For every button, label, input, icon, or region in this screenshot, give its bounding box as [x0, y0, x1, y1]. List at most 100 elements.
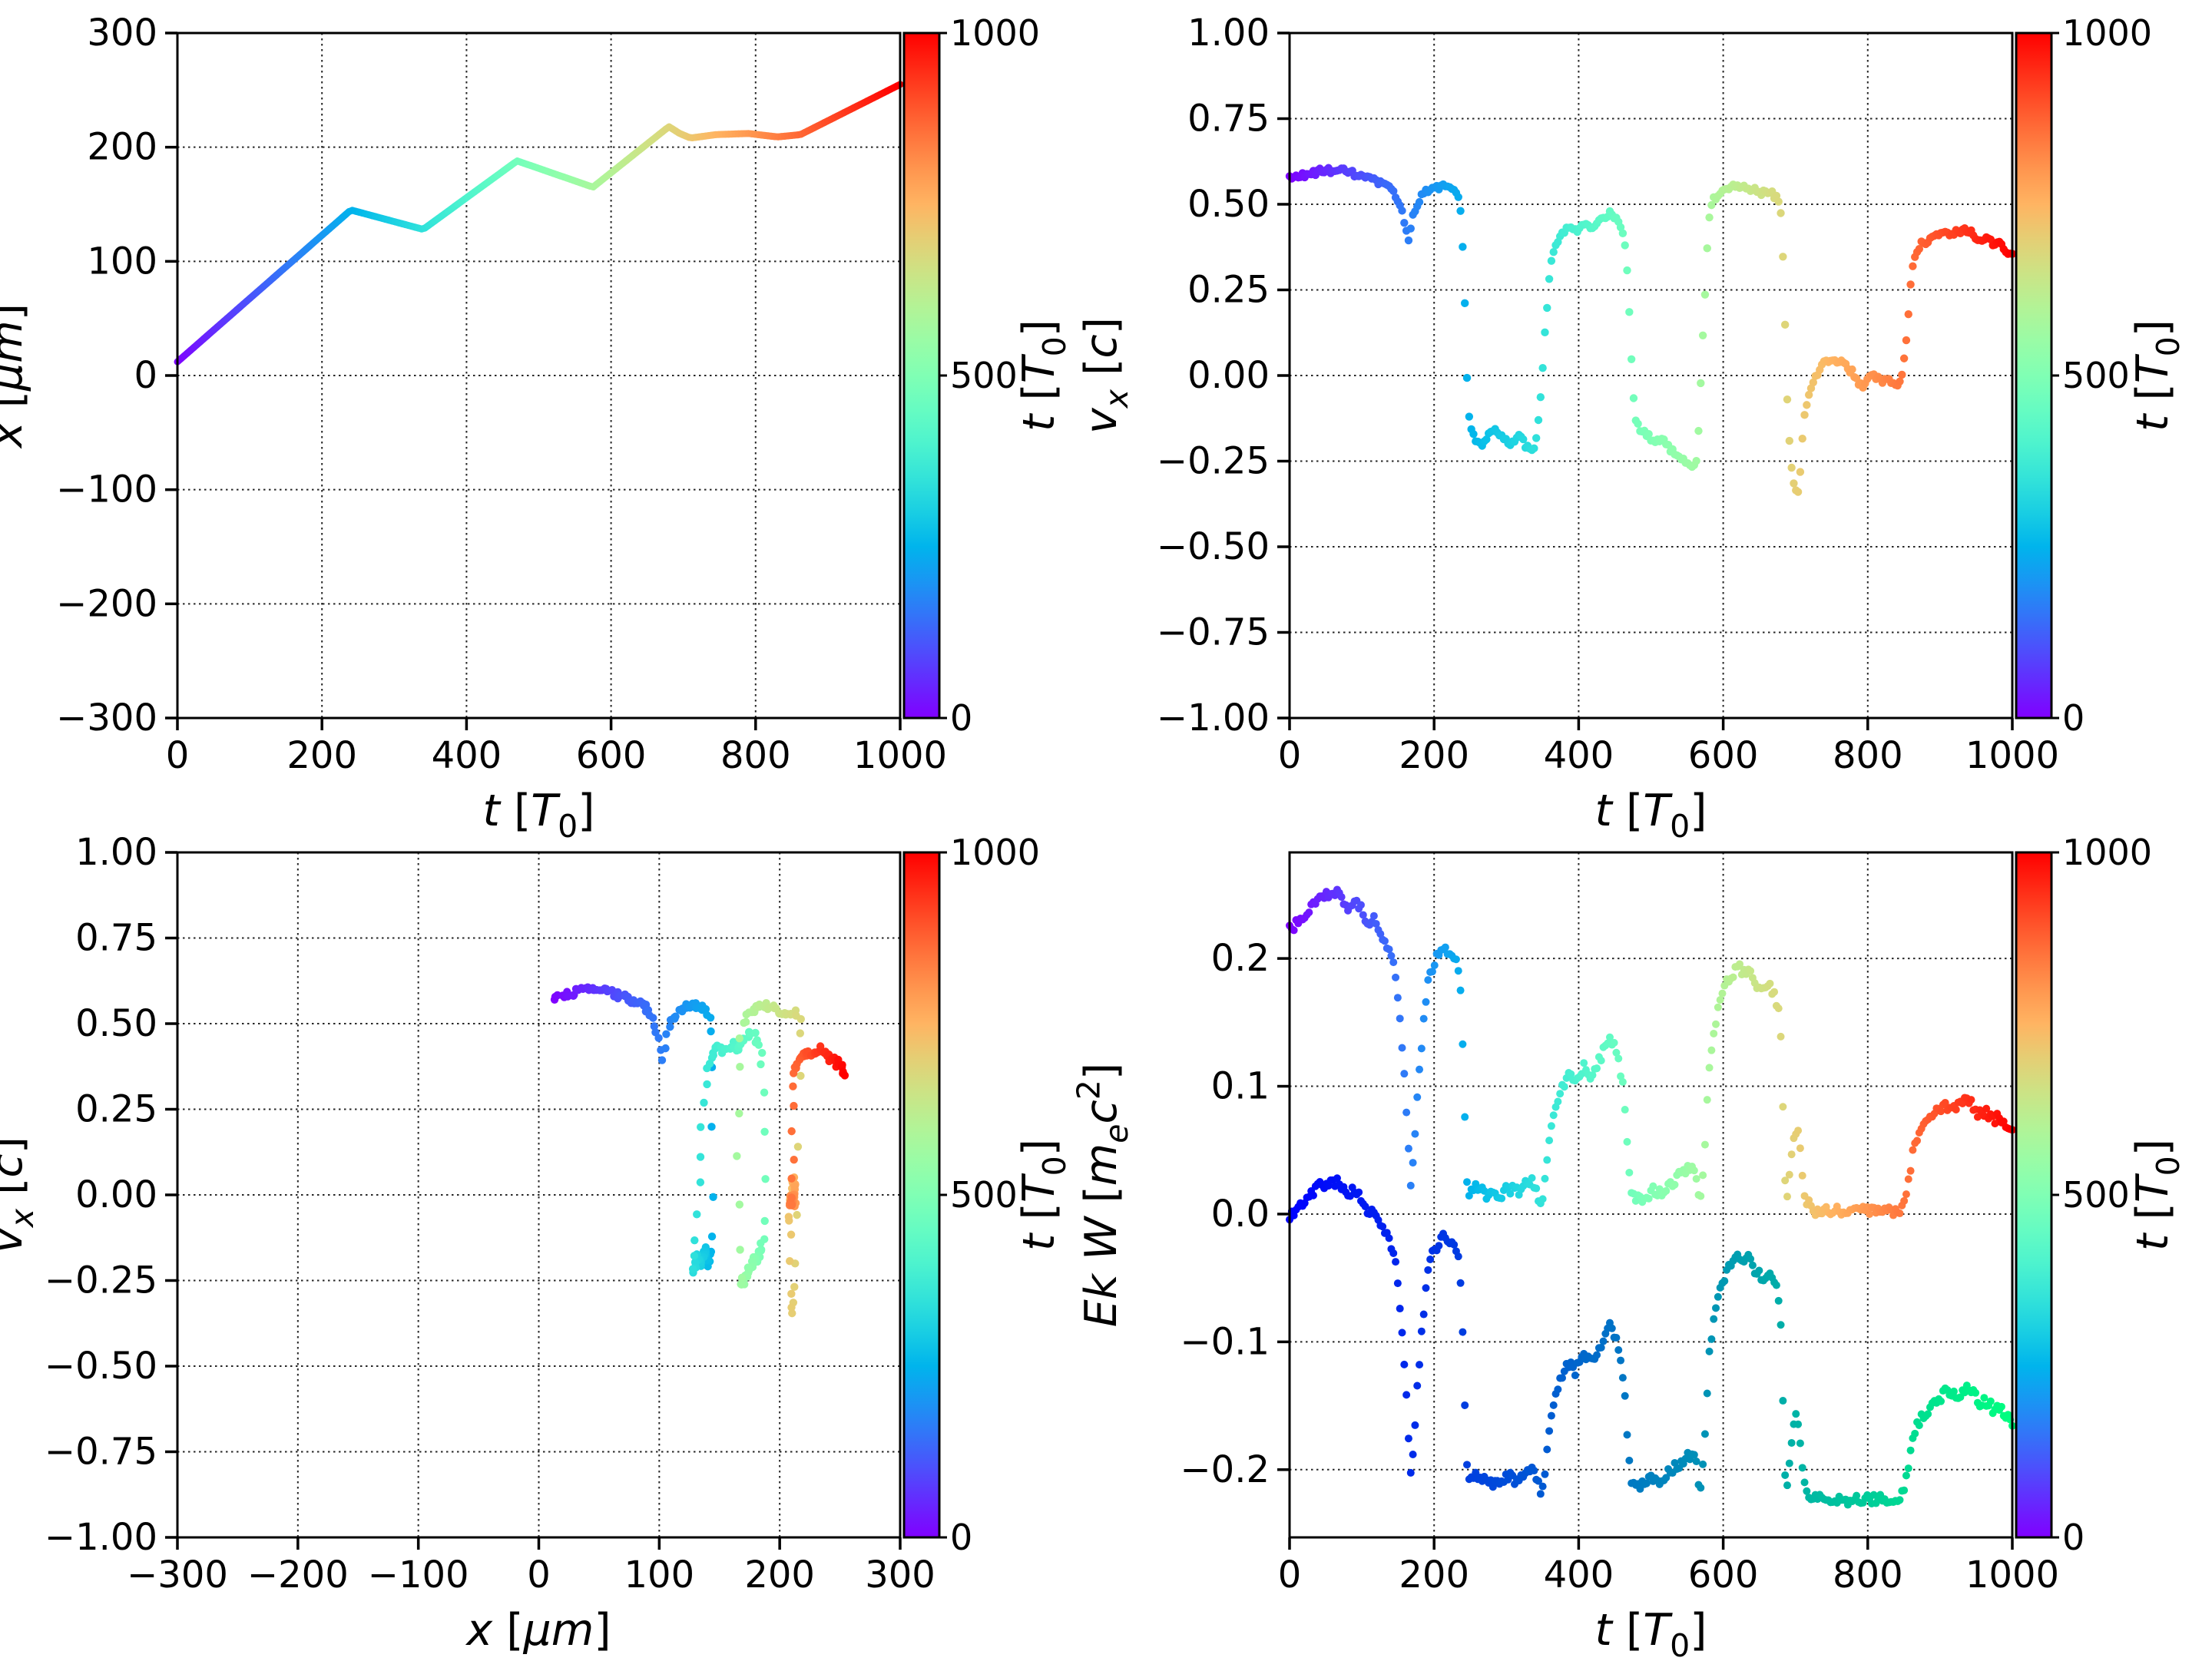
- data-point: [654, 1034, 663, 1042]
- data-point: [1697, 1192, 1705, 1200]
- data-point: [1906, 280, 1915, 289]
- data-point: [758, 1048, 767, 1057]
- x-tick-label: 1000: [1965, 1554, 2059, 1597]
- data-point: [1787, 1150, 1796, 1159]
- data-point: [1404, 236, 1413, 245]
- data-point: [1417, 1044, 1426, 1053]
- data-point: [1400, 1070, 1409, 1078]
- data-point: [787, 1193, 796, 1202]
- data-x-vs-t: [174, 81, 904, 366]
- data-point: [1461, 1401, 1469, 1409]
- y-tick-label: −0.25: [45, 1259, 157, 1302]
- data-point: [1692, 457, 1700, 465]
- data-point: [1906, 1446, 1915, 1454]
- data-point: [1796, 1144, 1804, 1153]
- data-point: [1538, 1482, 1547, 1491]
- data-point: [1707, 1046, 1716, 1054]
- colorbar-gradient: [904, 852, 939, 1537]
- data-point: [1424, 976, 1432, 984]
- data-point: [1902, 336, 1911, 345]
- data-point: [1703, 244, 1711, 253]
- data-point: [1593, 1064, 1601, 1073]
- data-point: [787, 1200, 796, 1209]
- data-point: [1393, 994, 1402, 1002]
- data-point: [1662, 1186, 1671, 1195]
- data-point: [1530, 1467, 1538, 1475]
- data-point: [1770, 988, 1779, 996]
- data-point: [1714, 1003, 1722, 1011]
- data-point: [1902, 1190, 1910, 1199]
- colorbar-label-x-vs-t: t [T0]: [1014, 319, 1073, 432]
- data-point: [1372, 919, 1380, 928]
- x-tick-label: 300: [865, 1554, 935, 1597]
- data-point: [1404, 1144, 1412, 1153]
- colorbar-tick-label: 1000: [950, 832, 1040, 873]
- colorbar-x-vs-t: 0 500 1000 t [T0]: [902, 12, 1073, 739]
- data-point: [1904, 1464, 1912, 1473]
- data-point: [657, 1056, 667, 1064]
- data-point: [1549, 248, 1558, 256]
- data-point: [736, 1062, 744, 1071]
- data-point: [1671, 1458, 1679, 1467]
- y-tick-label: −0.50: [45, 1345, 157, 1388]
- y-tick-label: −300: [56, 697, 157, 740]
- data-point: [1556, 1090, 1565, 1098]
- x-tick-label: 100: [624, 1554, 695, 1597]
- data-point: [1541, 1470, 1549, 1478]
- data-point: [1783, 395, 1792, 404]
- subplot-vx-vs-t: 0 200 400 600 800 1000 −1.00 −0.75 −0.50 −0.25 0.0…: [1076, 12, 2187, 845]
- data-point: [1463, 1178, 1472, 1186]
- data-point: [1612, 1334, 1621, 1342]
- data-point: [1896, 1209, 1904, 1218]
- y-tick-label: −0.50: [1157, 525, 1270, 568]
- data-point: [1853, 1491, 1861, 1500]
- data-point: [1424, 1266, 1432, 1274]
- data-point: [786, 1230, 796, 1239]
- colorbar-tick-label: 0: [950, 697, 972, 739]
- data-point: [1623, 1137, 1631, 1146]
- data-point: [784, 1213, 793, 1221]
- data-point: [696, 1153, 705, 1161]
- data-point: [1545, 1427, 1554, 1435]
- data-point: [1393, 1279, 1402, 1288]
- data-point: [1707, 1335, 1716, 1343]
- x-axis-label-x-vs-t: t [T0]: [483, 786, 595, 845]
- data-point: [787, 1174, 796, 1183]
- data-point: [1534, 1477, 1542, 1485]
- data-point: [1543, 1156, 1551, 1164]
- data-point: [662, 1030, 671, 1038]
- data-point: [1369, 912, 1378, 920]
- ticks-ekw-vs-t: 0 200 400 600 800 1000 −0.2 −0.1 0.0 0.1 0.2: [1180, 937, 2059, 1597]
- data-point: [1798, 434, 1806, 443]
- data-point: [1459, 243, 1467, 251]
- data-point: [1389, 187, 1398, 196]
- data-point: [1748, 1261, 1757, 1269]
- y-tick-label: 0.00: [1187, 354, 1270, 397]
- data-point: [1642, 1479, 1651, 1487]
- x-tick-label: 200: [1399, 734, 1469, 777]
- data-point: [1783, 1193, 1791, 1201]
- data-point: [1780, 320, 1790, 329]
- colorbar-tick-label: 0: [2062, 697, 2085, 739]
- data-point: [1991, 1120, 1999, 1128]
- y-axis-label-x-vs-t: x [μm]: [0, 303, 32, 449]
- data-point: [735, 1109, 743, 1118]
- y-tick-label: 0.50: [1187, 183, 1270, 226]
- data-point: [760, 1216, 769, 1226]
- data-point: [1949, 1387, 1958, 1395]
- data-point: [1616, 223, 1625, 232]
- data-point: [1909, 1146, 1917, 1154]
- data-point: [1900, 1486, 1909, 1494]
- data-point: [1605, 1033, 1614, 1041]
- data-point: [1997, 1402, 2005, 1411]
- data-point: [1389, 958, 1398, 967]
- x-tick-label: 400: [1544, 734, 1614, 777]
- data-point: [1593, 1351, 1601, 1359]
- data-point: [751, 1028, 760, 1037]
- data-point: [1536, 1490, 1545, 1498]
- y-tick-label: 0.25: [75, 1088, 157, 1131]
- x-tick-label: 200: [744, 1554, 815, 1597]
- data-point: [1404, 1434, 1412, 1443]
- data-point: [1488, 1483, 1497, 1491]
- data-point: [1729, 973, 1737, 981]
